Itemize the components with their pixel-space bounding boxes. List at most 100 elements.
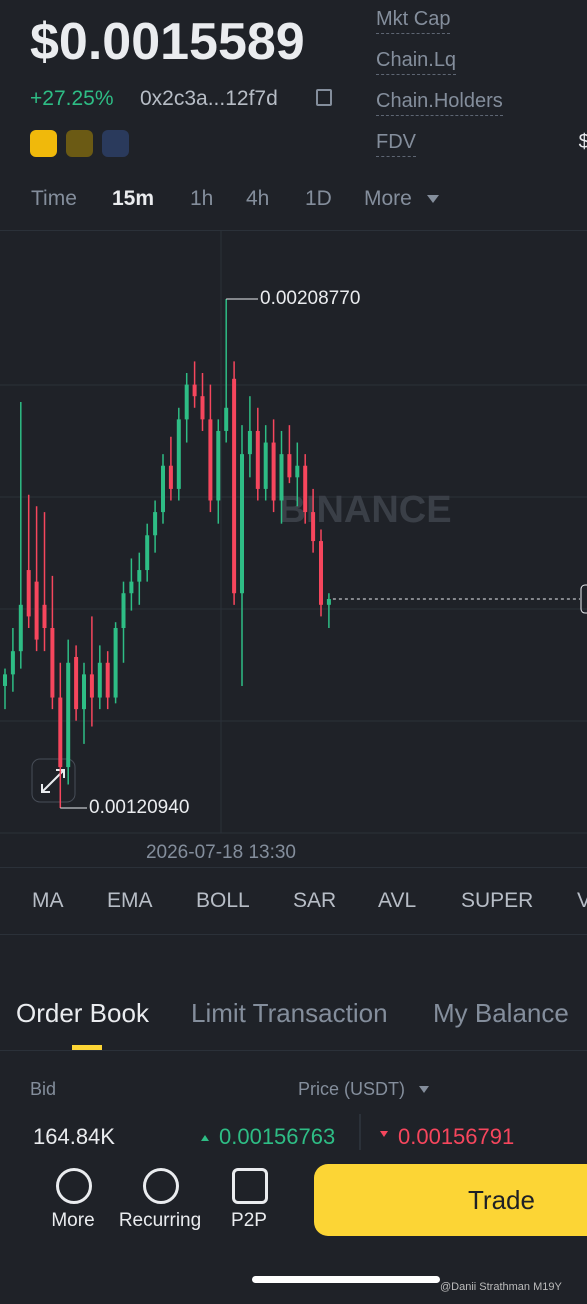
timeframe[interactable]: 1D	[305, 187, 332, 210]
candle-body	[58, 697, 63, 768]
divider	[0, 1050, 587, 1051]
indicator[interactable]: EMA	[107, 889, 153, 912]
candle-body	[255, 430, 260, 489]
candle-body	[240, 454, 244, 594]
candle-body	[137, 570, 142, 582]
down-arrow	[380, 1131, 388, 1141]
dropdown-arrow	[427, 195, 439, 209]
bid-label: Bid	[30, 1079, 57, 1099]
watermark: BINANCE	[278, 489, 451, 531]
stat-label: Chain.Holders	[376, 90, 503, 116]
candle-body	[247, 430, 252, 455]
candle-body	[208, 419, 213, 501]
indicator[interactable]: BOLL	[196, 889, 250, 912]
low-label: 0.00120940	[89, 797, 189, 818]
divider	[0, 934, 587, 935]
tab[interactable]: My Balance	[433, 998, 569, 1028]
price-label[interactable]: Price (USDT)	[298, 1079, 405, 1099]
stat-value: $15	[578, 131, 587, 153]
divider	[0, 867, 587, 868]
dropdown-arrow	[419, 1086, 429, 1098]
indicator[interactable]: MA	[32, 889, 64, 912]
candle-body	[113, 627, 118, 698]
candle-body	[89, 674, 94, 698]
indicator[interactable]: AVL	[378, 889, 417, 912]
indicator[interactable]: V	[577, 889, 587, 912]
time-label: 2026-07-18 13:30	[146, 842, 296, 863]
candle-body	[18, 604, 23, 652]
nav-label[interactable]: P2P	[231, 1210, 267, 1231]
candle-body	[263, 442, 268, 489]
stat-value: 3	[552, 90, 587, 113]
high-label: 0.00208770	[260, 288, 360, 309]
copy-icon[interactable]	[316, 89, 332, 106]
candle-body	[129, 581, 134, 594]
candle-body	[224, 407, 229, 431]
timeframe[interactable]: Time	[31, 187, 77, 210]
candle-body	[303, 465, 308, 513]
tag-icon	[66, 130, 93, 157]
candle-body	[97, 662, 102, 698]
divider	[359, 1114, 361, 1154]
credit: @Danii Strathman M19Y	[440, 1281, 562, 1293]
candle-body	[279, 454, 284, 501]
stat-label: Mkt Cap	[376, 8, 451, 34]
price-tag	[580, 584, 587, 614]
candle-body	[200, 396, 205, 420]
candle-body	[319, 541, 323, 605]
candle-body	[105, 662, 110, 698]
candle-body	[161, 465, 165, 513]
candle-body	[295, 465, 300, 478]
candle-body	[216, 430, 221, 501]
stat-value: $	[552, 49, 587, 72]
sell-price: 0.00156791	[398, 1124, 515, 1149]
trade-button[interactable]: Trade	[314, 1164, 587, 1236]
stat-label: Chain.Lq	[376, 49, 457, 75]
candle-body	[153, 512, 158, 536]
candle-body	[26, 570, 31, 617]
divider	[0, 230, 587, 231]
candle-body	[271, 442, 276, 501]
stat-value: $3	[552, 8, 587, 31]
candle-body	[10, 651, 15, 675]
tab-indicator	[72, 1045, 102, 1050]
candle-body	[184, 384, 189, 420]
price: $0.0015589	[30, 13, 305, 71]
bid-qty: 164.84K	[33, 1124, 115, 1149]
tab[interactable]: Limit Transaction	[191, 998, 388, 1028]
timeframe[interactable]: 4h	[246, 187, 270, 210]
indicator[interactable]: SAR	[293, 889, 337, 912]
candle-body	[3, 674, 7, 686]
address[interactable]: 0x2c3a...12f7d	[140, 87, 278, 110]
candle-body	[168, 465, 173, 489]
candle-body	[74, 656, 79, 710]
nav-label[interactable]: More	[51, 1210, 95, 1231]
candle-body	[287, 454, 292, 478]
candle-body	[311, 512, 316, 542]
nav-icon	[143, 1168, 179, 1204]
nav-icon	[56, 1168, 92, 1204]
indicator[interactable]: SUPER	[461, 889, 534, 912]
candle-body	[145, 535, 150, 571]
nav-label[interactable]: Recurring	[118, 1210, 202, 1231]
home-indicator	[252, 1276, 440, 1283]
candle-body	[232, 378, 237, 594]
change: +27.25%	[30, 87, 114, 110]
buy-price: 0.00156763	[219, 1124, 336, 1149]
candle-body	[82, 674, 86, 710]
candle-body	[326, 599, 331, 605]
up-arrow	[201, 1131, 209, 1141]
grid	[0, 230, 587, 834]
timeframe[interactable]: More	[364, 187, 412, 210]
tab[interactable]: Order Book	[16, 998, 149, 1028]
candle-body	[42, 604, 47, 628]
timeframe[interactable]: 15m	[112, 187, 155, 210]
timeframe[interactable]: 1h	[190, 187, 214, 210]
nav-icon	[232, 1168, 268, 1204]
candle-body	[121, 593, 126, 628]
candle-body	[34, 581, 39, 640]
candle-body	[176, 419, 181, 489]
chart: BINANCE 2026-07-18 13:30 0.00208770 0.001…	[0, 230, 587, 863]
candle-body	[192, 384, 197, 397]
